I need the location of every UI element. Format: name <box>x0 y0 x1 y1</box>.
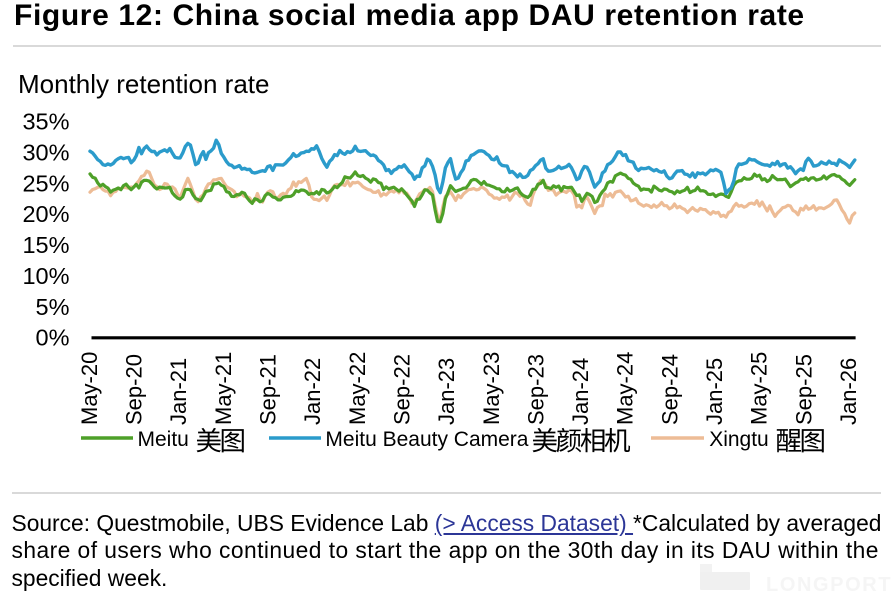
svg-text:Sep-25: Sep-25 <box>791 354 816 425</box>
svg-text:May-21: May-21 <box>211 352 236 425</box>
svg-text:Sep-24: Sep-24 <box>657 354 682 425</box>
svg-text:Jan-22: Jan-22 <box>300 358 325 425</box>
svg-text:May-20: May-20 <box>77 352 102 425</box>
svg-text:15%: 15% <box>22 232 69 258</box>
svg-text:Jan-24: Jan-24 <box>568 358 593 425</box>
svg-text:Sep-21: Sep-21 <box>256 354 281 425</box>
svg-text:Jan-21: Jan-21 <box>166 358 191 425</box>
svg-text:Meitu Beauty Camera: Meitu Beauty Camera <box>325 428 528 451</box>
svg-text:20%: 20% <box>22 201 69 227</box>
svg-text:Sep-22: Sep-22 <box>390 354 415 425</box>
svg-text:May-25: May-25 <box>747 352 772 425</box>
svg-text:May-24: May-24 <box>613 352 638 425</box>
svg-text:Jan-23: Jan-23 <box>434 358 459 425</box>
svg-text:Jan-25: Jan-25 <box>702 358 727 425</box>
svg-text:May-22: May-22 <box>345 352 370 425</box>
svg-text:35%: 35% <box>22 109 69 135</box>
svg-text:5%: 5% <box>36 294 70 320</box>
svg-text:Sep-20: Sep-20 <box>122 354 147 425</box>
svg-text:10%: 10% <box>22 263 69 289</box>
svg-text:0%: 0% <box>36 325 70 351</box>
svg-text:25%: 25% <box>22 170 69 196</box>
svg-text:Jan-26: Jan-26 <box>836 358 861 425</box>
svg-text:Meitu: Meitu <box>138 428 189 451</box>
svg-text:Sep-23: Sep-23 <box>523 354 548 425</box>
svg-text:30%: 30% <box>22 139 69 165</box>
svg-text:Xingtu: Xingtu <box>709 428 769 451</box>
svg-text:May-23: May-23 <box>479 352 504 425</box>
